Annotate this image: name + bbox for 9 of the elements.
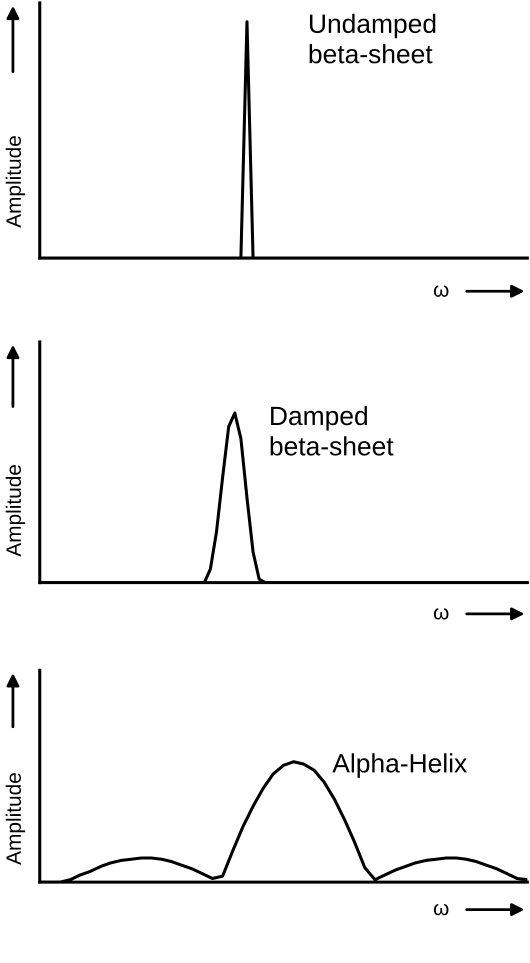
annotation: Undamped beta-sheet: [310, 14, 436, 64]
x-axis-title: ω: [434, 904, 448, 916]
y-axis-title: Amplitude: [6, 464, 26, 557]
y-axis-title: Amplitude: [6, 773, 26, 865]
annotation: Damped beta-sheet: [270, 406, 394, 456]
annotation: Alpha-Helix: [332, 753, 467, 778]
x-axis-title: ω: [434, 285, 448, 297]
x-axis-title: ω: [434, 608, 448, 620]
y-axis-title: Amplitude: [6, 136, 26, 228]
